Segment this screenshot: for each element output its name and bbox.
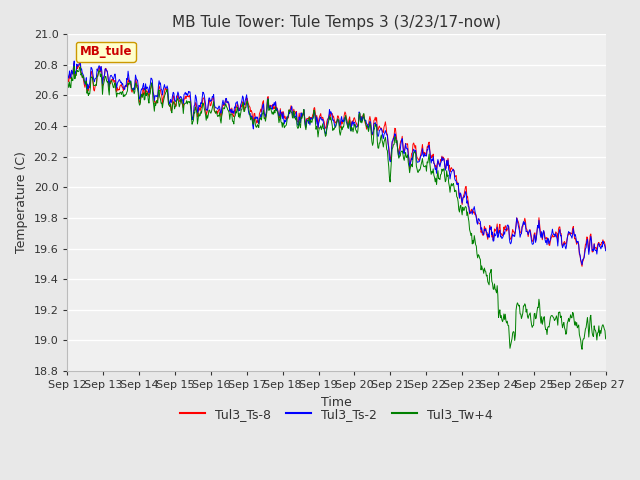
Line: Tul3_Tw+4: Tul3_Tw+4	[67, 66, 605, 349]
Tul3_Tw+4	[391, 134, 399, 140]
X-axis label: Time: Time	[321, 396, 352, 408]
Tul3_Ts-8	[528, 234, 536, 240]
Tul3_Ts-2	[407, 158, 415, 164]
Tul3_Ts-2	[377, 126, 385, 132]
Tul3_Tw+4	[528, 322, 536, 327]
Tul3_Ts-2	[528, 238, 536, 244]
Tul3_Tw+4	[97, 71, 105, 77]
Tul3_Ts-8	[578, 264, 586, 269]
Legend: Tul3_Ts-8, Tul3_Ts-2, Tul3_Tw+4: Tul3_Ts-8, Tul3_Ts-2, Tul3_Tw+4	[175, 403, 498, 426]
Tul3_Ts-2	[391, 131, 399, 137]
Tul3_Ts-2	[63, 71, 71, 76]
Title: MB Tule Tower: Tule Temps 3 (3/23/17-now): MB Tule Tower: Tule Temps 3 (3/23/17-now…	[172, 15, 501, 30]
Line: Tul3_Ts-2: Tul3_Ts-2	[67, 60, 605, 264]
Tul3_Ts-2	[578, 262, 586, 267]
Line: Tul3_Ts-8: Tul3_Ts-8	[67, 63, 605, 266]
Tul3_Tw+4	[63, 77, 71, 83]
Tul3_Ts-8	[63, 73, 71, 79]
Tul3_Ts-8	[407, 156, 415, 162]
Tul3_Ts-2	[472, 215, 480, 221]
Tul3_Tw+4	[407, 163, 415, 168]
Tul3_Ts-2	[76, 57, 84, 63]
Tul3_Tw+4	[377, 135, 385, 141]
Tul3_Ts-2	[97, 63, 105, 69]
Y-axis label: Temperature (C): Temperature (C)	[15, 152, 28, 253]
Tul3_Tw+4	[602, 336, 609, 342]
Tul3_Ts-8	[70, 60, 78, 66]
Tul3_Ts-8	[391, 125, 399, 131]
Tul3_Ts-8	[97, 64, 105, 70]
Tul3_Ts-2	[602, 248, 609, 253]
Tul3_Ts-8	[472, 213, 480, 219]
Tul3_Tw+4	[70, 63, 78, 69]
Tul3_Ts-8	[377, 126, 385, 132]
Tul3_Tw+4	[472, 243, 480, 249]
Tul3_Tw+4	[578, 347, 586, 352]
Tul3_Ts-8	[602, 246, 609, 252]
